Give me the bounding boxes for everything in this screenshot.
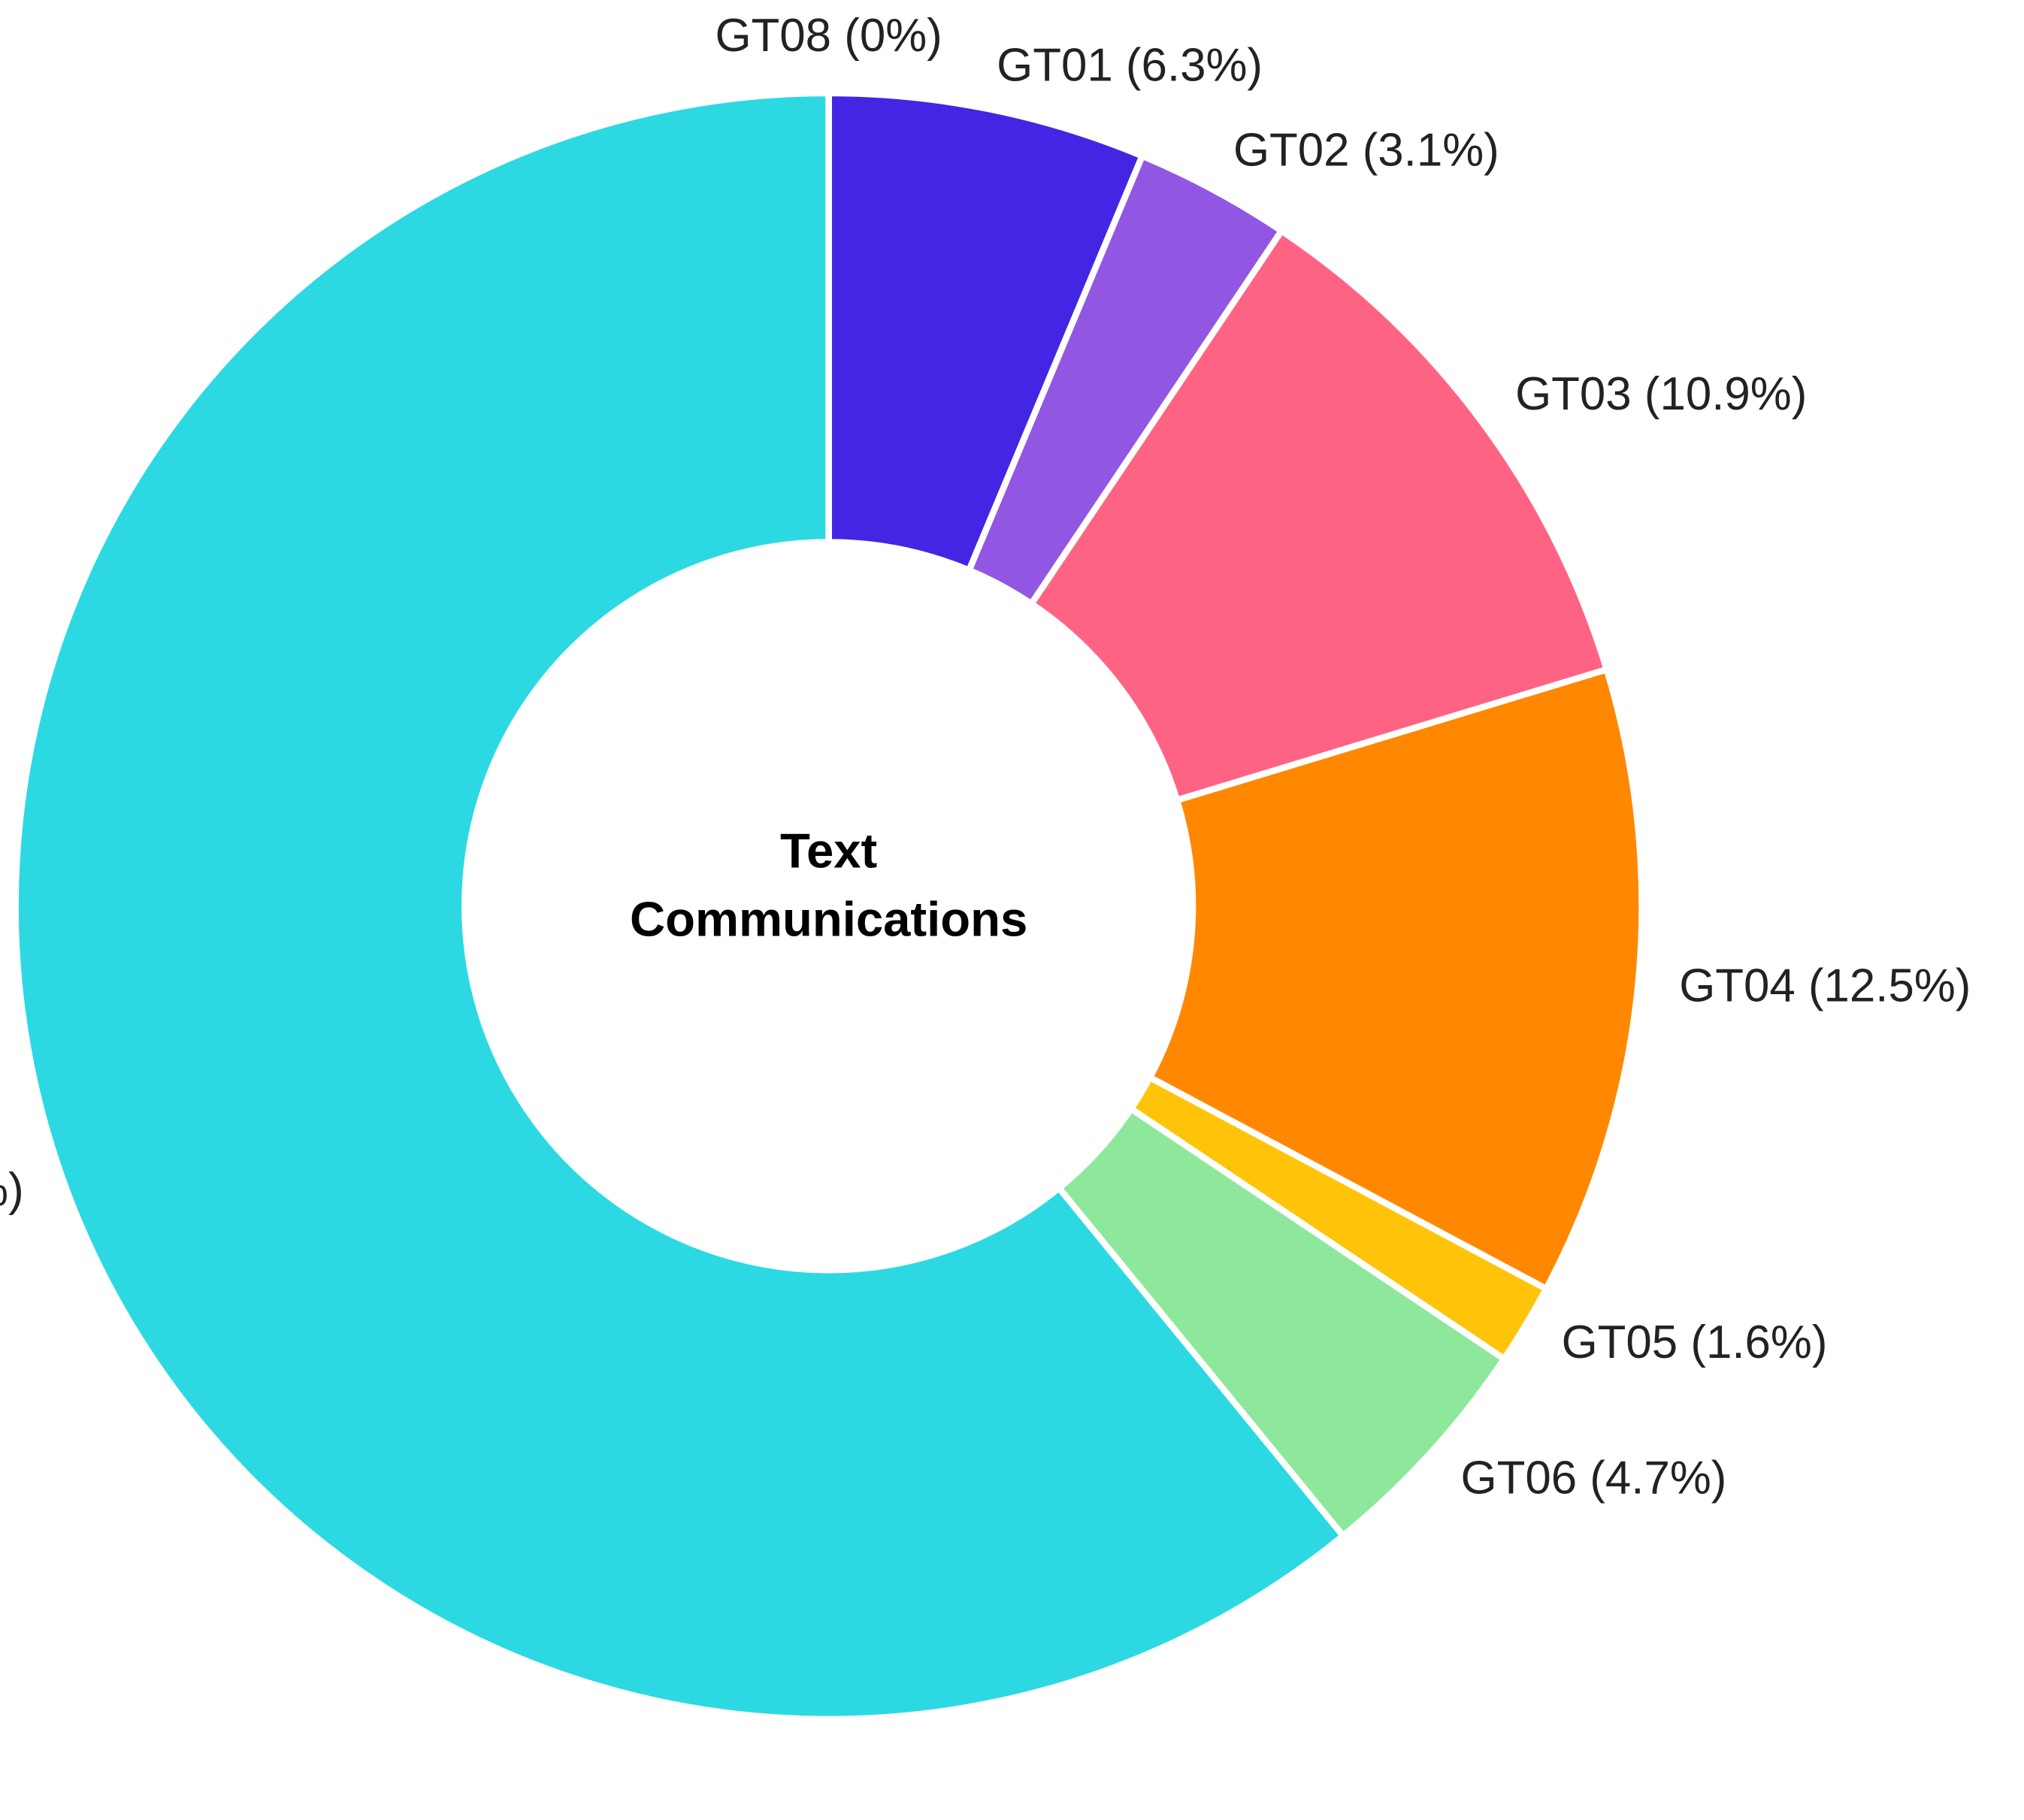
slice-label: GT01 (6.3%) [997, 39, 1263, 91]
slice-label: GT02 (3.1%) [1233, 125, 1499, 177]
center-label: Communications [630, 891, 1027, 946]
slice [825, 89, 1146, 574]
slices [12, 89, 1645, 1723]
slice-label: GT07 (60.9%) [0, 1164, 24, 1216]
slice [1146, 666, 1645, 1292]
slice [12, 89, 1347, 1723]
slice-label: GT04 (12.5%) [1679, 960, 1971, 1012]
slice [1028, 227, 1611, 804]
slice-label: GT03 (10.9%) [1515, 368, 1807, 420]
slice-label: GT08 (0%) [715, 10, 942, 62]
slice-label: GT05 (1.6%) [1562, 1317, 1828, 1368]
center-label: Text [780, 823, 877, 878]
slice-label: GT06 (4.7%) [1461, 1452, 1727, 1504]
